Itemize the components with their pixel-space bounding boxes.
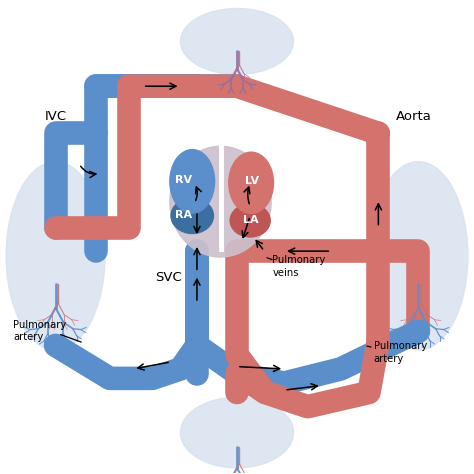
Ellipse shape	[229, 152, 273, 213]
Ellipse shape	[369, 162, 468, 350]
Text: Pulmonary
artery: Pulmonary artery	[374, 341, 427, 364]
Ellipse shape	[230, 204, 270, 237]
Text: RV: RV	[175, 174, 192, 184]
Text: SVC: SVC	[155, 271, 182, 283]
Ellipse shape	[170, 146, 271, 257]
Ellipse shape	[171, 198, 213, 234]
Text: Aorta: Aorta	[396, 110, 432, 123]
Ellipse shape	[181, 397, 293, 468]
Ellipse shape	[6, 162, 105, 350]
Text: Pulmonary
veins: Pulmonary veins	[273, 255, 326, 278]
Text: LV: LV	[245, 176, 259, 186]
Text: RA: RA	[175, 210, 192, 220]
Ellipse shape	[181, 9, 293, 74]
Text: LA: LA	[243, 215, 259, 225]
Text: Pulmonary
artery: Pulmonary artery	[13, 320, 66, 342]
Ellipse shape	[170, 150, 215, 213]
Text: IVC: IVC	[45, 110, 67, 123]
